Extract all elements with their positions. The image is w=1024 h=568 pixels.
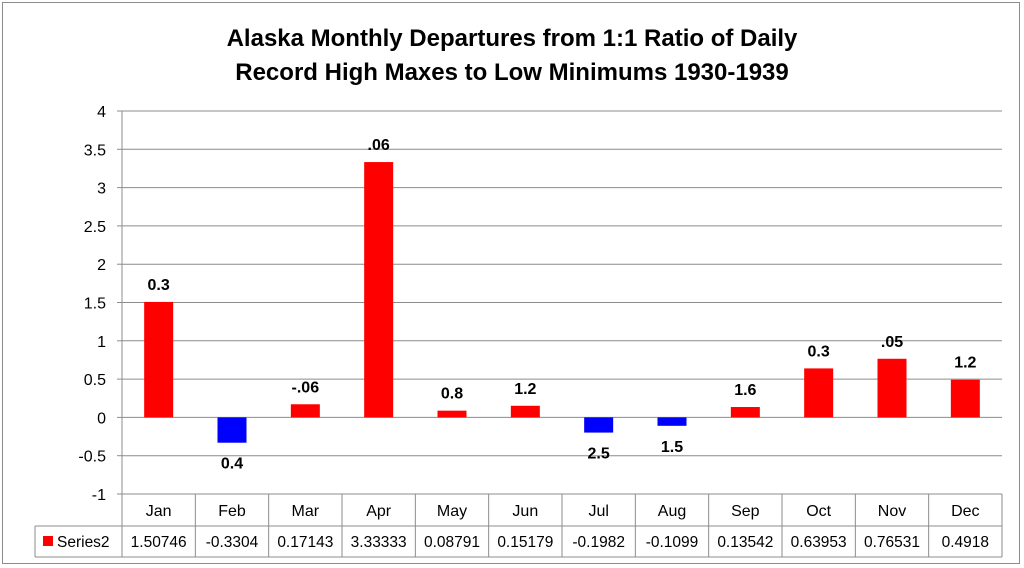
table-value-mar: 0.17143 — [277, 534, 333, 551]
bar-may — [437, 410, 467, 418]
data-table: Jan Feb Mar Apr May Jun Jul Aug Sep Oct Nov Dec Seri… — [34, 493, 1003, 558]
bar-sep — [730, 407, 760, 418]
data-label-oct: 0.3 — [808, 343, 830, 360]
bar-jan — [144, 301, 174, 418]
y-tick-label: 2 — [97, 257, 106, 274]
bar-nov — [877, 358, 907, 418]
legend-series-name: Series2 — [57, 534, 110, 551]
y-tick-label: -1 — [92, 487, 106, 504]
bar-dec — [950, 379, 980, 418]
y-tick-label: 3.5 — [84, 142, 106, 159]
category-label-oct: Oct — [806, 503, 831, 520]
y-tick-label: 0.5 — [84, 372, 106, 389]
table-value-feb: -0.3304 — [206, 534, 259, 551]
data-label-jun: 1.2 — [514, 381, 536, 398]
table-value-aug: -0.1099 — [646, 534, 699, 551]
table-value-may: 0.08791 — [424, 534, 480, 551]
bars — [144, 162, 980, 443]
category-label-jan: Jan — [146, 503, 172, 520]
bar-apr — [364, 162, 394, 418]
table-value-sep: 0.13542 — [717, 534, 773, 551]
category-label-nov: Nov — [878, 503, 906, 520]
category-label-sep: Sep — [731, 503, 760, 520]
table-value-nov: 0.76531 — [864, 534, 920, 551]
chart-title-line-1: Alaska Monthly Departures from 1:1 Ratio… — [227, 25, 798, 52]
y-tick-label: 2.5 — [84, 219, 106, 236]
y-tick-label: 3 — [97, 181, 106, 198]
data-label-mar: -.06 — [292, 379, 320, 396]
data-label-dec: 1.2 — [954, 355, 976, 372]
bar-mar — [290, 404, 320, 418]
category-label-feb: Feb — [218, 503, 246, 520]
table-value-oct: 0.63953 — [791, 534, 847, 551]
table-value-apr: 3.33333 — [351, 534, 407, 551]
y-tick-label: 0 — [97, 410, 106, 427]
y-axis: -1 -0.5 0 0.5 1 1.5 2 2.5 3 3.5 4 — [78, 104, 123, 504]
table-value-jan: 1.50746 — [131, 534, 187, 551]
category-label-apr: Apr — [366, 503, 392, 520]
category-label-aug: Aug — [658, 503, 686, 520]
table-value-jul: -0.1982 — [572, 534, 625, 551]
bar-jun — [510, 405, 540, 418]
category-label-jun: Jun — [512, 503, 538, 520]
legend-key-series2 — [43, 536, 53, 546]
data-labels: 0.3 0.4 -.06 .06 0.8 1.2 2.5 1.5 1.6 0.3 .05 1.2 — [148, 137, 977, 473]
chart-title-line-2: Record High Maxes to Low Minimums 1930-1… — [235, 59, 789, 86]
category-label-mar: Mar — [292, 503, 320, 520]
y-tick-label: -0.5 — [78, 449, 106, 466]
data-label-apr: .06 — [368, 137, 390, 154]
gridlines — [122, 110, 1002, 495]
data-label-may: 0.8 — [441, 386, 463, 403]
table-value-jun: 0.15179 — [497, 534, 553, 551]
table-value-dec: 0.4918 — [942, 534, 989, 551]
data-label-jan: 0.3 — [148, 277, 170, 294]
y-tick-label: 4 — [97, 104, 106, 121]
category-label-jul: Jul — [588, 503, 608, 520]
y-tick-label: 1 — [97, 334, 106, 351]
category-label-may: May — [437, 503, 467, 520]
data-label-nov: .05 — [881, 334, 903, 351]
data-label-sep: 1.6 — [734, 382, 756, 399]
bar-feb — [217, 417, 247, 443]
data-label-aug: 1.5 — [661, 439, 683, 456]
bar-oct — [804, 368, 834, 418]
y-tick-label: 1.5 — [84, 296, 106, 313]
bar-aug — [657, 417, 687, 426]
bar-jul — [584, 417, 614, 433]
data-label-jul: 2.5 — [588, 446, 610, 463]
data-label-feb: 0.4 — [221, 456, 243, 473]
category-label-dec: Dec — [951, 503, 979, 520]
